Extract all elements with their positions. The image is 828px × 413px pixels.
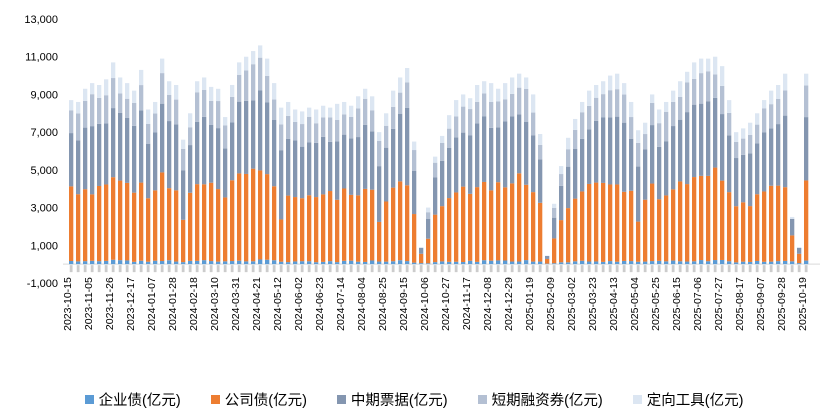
svg-text:2024-03-10: 2024-03-10 [209,277,221,331]
svg-text:2024-03-31: 2024-03-31 [230,277,242,331]
svg-text:2025-08-17: 2025-08-17 [734,277,746,331]
svg-text:2024-05-12: 2024-05-12 [272,277,284,331]
svg-text:2024-12-08: 2024-12-08 [482,277,494,331]
svg-text:2024-10-27: 2024-10-27 [440,277,452,331]
svg-text:2024-08-04: 2024-08-04 [356,277,368,331]
svg-text:7,000: 7,000 [30,127,58,139]
svg-text:-1,000: -1,000 [27,278,58,290]
svg-text:2023-10-15: 2023-10-15 [62,277,74,331]
svg-text:11,000: 11,000 [25,52,58,64]
svg-text:5,000: 5,000 [30,165,58,177]
svg-text:2025-05-04: 2025-05-04 [629,277,641,331]
svg-text:2024-06-02: 2024-06-02 [293,277,305,331]
svg-text:2025-09-28: 2025-09-28 [776,277,788,331]
svg-text:2024-04-21: 2024-04-21 [251,277,263,331]
svg-text:9,000: 9,000 [30,89,58,101]
svg-text:2025-06-15: 2025-06-15 [671,277,683,331]
svg-text:2024-02-18: 2024-02-18 [188,277,200,331]
svg-text:2023-11-26: 2023-11-26 [104,277,116,330]
svg-text:2025-09-07: 2025-09-07 [755,277,767,331]
svg-text:2024-07-14: 2024-07-14 [335,277,347,331]
svg-text:2024-09-15: 2024-09-15 [398,277,410,331]
svg-text:2025-07-27: 2025-07-27 [713,277,725,331]
svg-text:2025-02-09: 2025-02-09 [545,277,557,331]
svg-text:2024-10-06: 2024-10-06 [419,277,431,331]
svg-text:2024-06-23: 2024-06-23 [314,277,326,331]
svg-text:2025-03-02: 2025-03-02 [566,277,578,331]
svg-text:2023-11-05: 2023-11-05 [83,277,95,330]
svg-text:2024-01-28: 2024-01-28 [167,277,179,331]
svg-text:2024-11-17: 2024-11-17 [461,277,473,330]
svg-text:2024-12-29: 2024-12-29 [503,277,515,331]
svg-text:3,000: 3,000 [30,203,58,215]
svg-text:2025-03-23: 2025-03-23 [587,277,599,331]
svg-text:2025-10-19: 2025-10-19 [797,277,809,331]
svg-text:2025-05-25: 2025-05-25 [650,277,662,331]
svg-text:2024-01-07: 2024-01-07 [146,277,158,331]
svg-text:2023-12-17: 2023-12-17 [125,277,137,331]
svg-text:1,000: 1,000 [30,240,58,252]
svg-text:2025-04-13: 2025-04-13 [608,277,620,331]
svg-text:13,000: 13,000 [24,14,58,26]
svg-text:2024-08-25: 2024-08-25 [377,277,389,331]
svg-text:2025-01-19: 2025-01-19 [524,277,536,331]
svg-text:2025-07-06: 2025-07-06 [692,277,704,331]
